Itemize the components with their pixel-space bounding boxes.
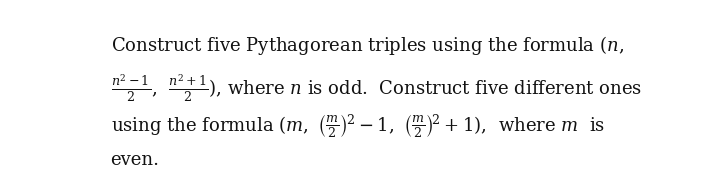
Text: Construct five Pythagorean triples using the formula $(n$,: Construct five Pythagorean triples using… xyxy=(110,34,624,57)
Text: using the formula $(m,\ \left(\frac{m}{2}\right)^{\!2} - 1,\ \left(\frac{m}{2}\r: using the formula $(m,\ \left(\frac{m}{2… xyxy=(110,112,605,140)
Text: $\frac{n^2-1}{2}$,  $\frac{n^2+1}{2}$), where $n$ is odd.  Construct five differ: $\frac{n^2-1}{2}$, $\frac{n^2+1}{2}$), w… xyxy=(110,73,642,104)
Text: even.: even. xyxy=(110,151,160,169)
